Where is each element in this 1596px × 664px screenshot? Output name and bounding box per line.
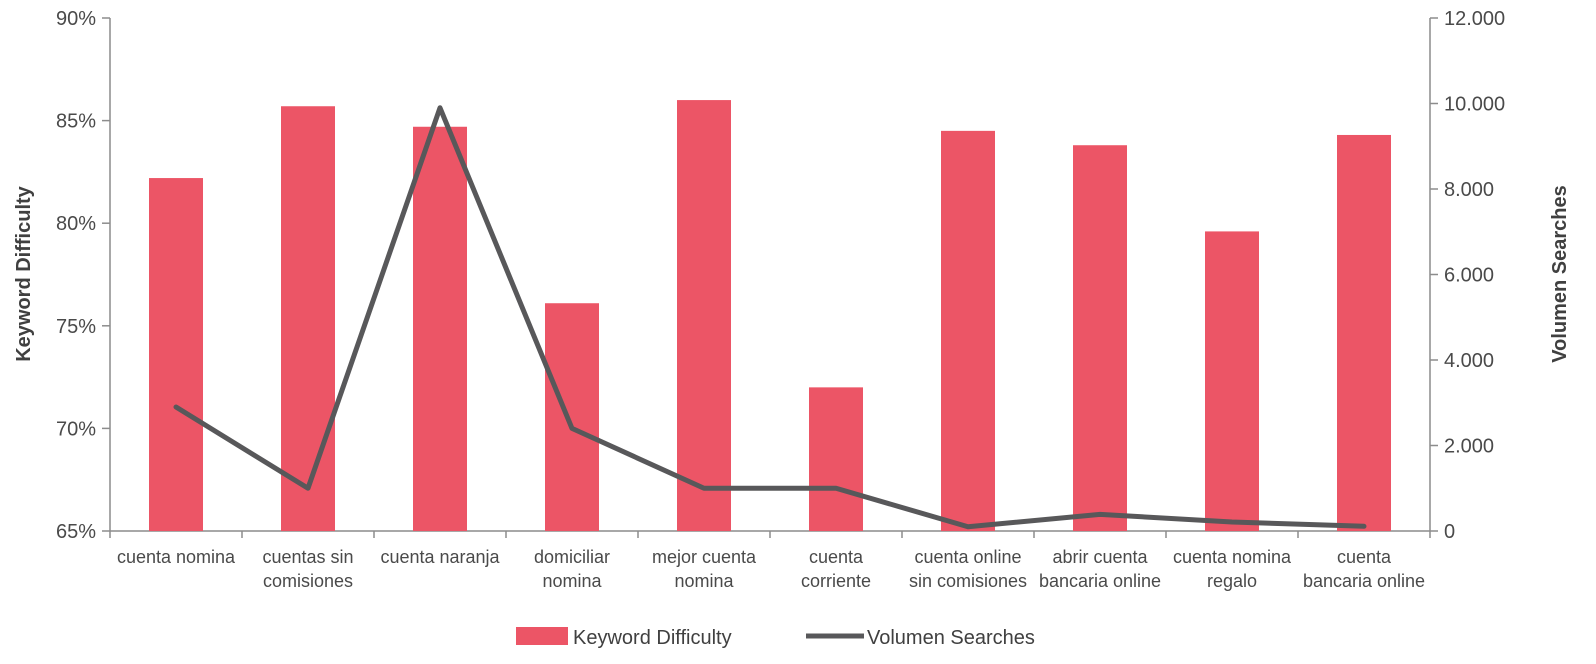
y-right-axis-title: Volumen Searches bbox=[1549, 185, 1571, 362]
x-category-label: cuenta nomina regalo bbox=[1173, 547, 1292, 591]
legend: Keyword Difficulty Volumen Searches bbox=[516, 627, 1035, 649]
legend-swatch-keyword-difficulty bbox=[516, 627, 568, 645]
bar bbox=[941, 130, 995, 532]
x-category-label: cuenta bancaria online bbox=[1303, 547, 1425, 591]
line-series bbox=[173, 105, 1367, 530]
y-right-tick-label: 6.000 bbox=[1444, 265, 1494, 287]
x-category-label: mejor cuenta nomina bbox=[652, 547, 757, 591]
x-category-label: cuenta nomina bbox=[117, 547, 236, 567]
bar-series bbox=[149, 100, 1391, 532]
x-category-label: domiciliar nomina bbox=[534, 547, 610, 591]
y-left-tick-label: 90% bbox=[56, 8, 96, 30]
bar bbox=[809, 387, 863, 531]
y-left-tick-label: 85% bbox=[56, 111, 96, 133]
y-left-axis-title: Keyword Difficulty bbox=[13, 185, 35, 361]
tick-labels: 65% 70% 75% 80% 85% 90% 0 2.000 4.000 6.000 8.000 1… bbox=[56, 8, 1505, 591]
volume-line bbox=[173, 105, 1367, 530]
x-category-label: cuenta online sin comisiones bbox=[909, 547, 1027, 591]
x-category-label: cuenta naranja bbox=[380, 547, 500, 567]
bar bbox=[1205, 231, 1259, 531]
bar bbox=[677, 100, 731, 531]
bar bbox=[413, 126, 467, 532]
legend-label-volumen-searches: Volumen Searches bbox=[867, 627, 1035, 649]
y-right-tick-label: 12.000 bbox=[1444, 8, 1505, 30]
legend-label-keyword-difficulty: Keyword Difficulty bbox=[573, 627, 732, 649]
y-left-tick-label: 70% bbox=[56, 418, 96, 440]
bar bbox=[545, 303, 599, 531]
y-left-tick-label: 65% bbox=[56, 521, 96, 543]
bar bbox=[149, 178, 203, 531]
bar bbox=[1337, 134, 1391, 532]
x-category-label: cuenta corriente bbox=[801, 547, 871, 591]
y-left-tick-label: 80% bbox=[56, 213, 96, 235]
x-category-label: abrir cuenta bancaria online bbox=[1039, 547, 1161, 591]
y-right-tick-label: 2.000 bbox=[1444, 436, 1494, 458]
y-right-tick-label: 8.000 bbox=[1444, 179, 1494, 201]
bar bbox=[281, 106, 335, 532]
x-category-label: cuentas sin comisiones bbox=[262, 547, 353, 591]
y-right-tick-label: 4.000 bbox=[1444, 350, 1494, 372]
bar bbox=[1073, 145, 1127, 531]
y-right-tick-label: 0 bbox=[1444, 521, 1455, 543]
y-right-tick-label: 10.000 bbox=[1444, 94, 1505, 116]
y-left-tick-label: 75% bbox=[56, 316, 96, 338]
